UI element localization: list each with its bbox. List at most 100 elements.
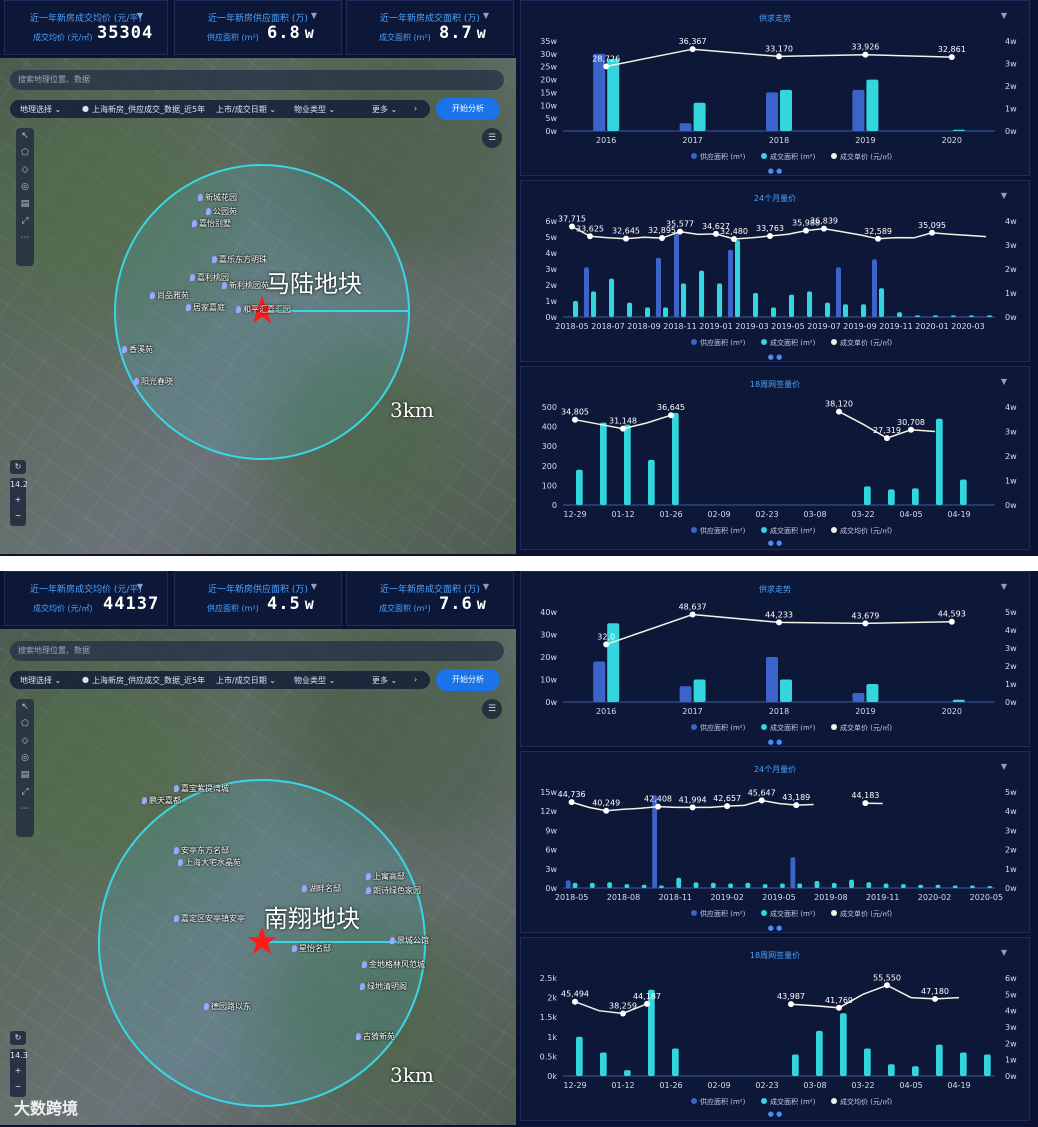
filter-more[interactable]: 更多 ⌄: [372, 105, 398, 114]
poi-marker[interactable]: 景城公馆: [390, 935, 429, 946]
chevron-down-icon[interactable]: ▼: [310, 582, 317, 591]
more-icon[interactable]: ⋯: [20, 233, 30, 243]
chevron-down-icon[interactable]: ▼: [310, 11, 317, 20]
chevron-down-icon[interactable]: ▼: [482, 11, 489, 20]
start-analysis-button[interactable]: 开始分析: [436, 669, 500, 691]
filter-property-type[interactable]: 物业类型 ⌄: [294, 676, 336, 685]
chevron-down-icon[interactable]: ▼: [136, 11, 143, 20]
poi-marker[interactable]: 尚品雅苑: [150, 290, 189, 301]
satellite-map[interactable]: 搜索地理位置、数据 地理选择 ⌄ ● 上海新房_供应成交_数据_近5年 上市/成…: [0, 629, 516, 1125]
y2-tick-label: 2w: [1005, 265, 1017, 274]
y-tick-label: 0w: [545, 698, 557, 707]
price-point: [569, 223, 575, 230]
x-tick-label: 2019-01: [699, 322, 732, 331]
poi-marker[interactable]: 古猗新苑: [356, 1031, 395, 1042]
filter-date[interactable]: 上市/成交日期 ⌄: [216, 105, 276, 114]
filter-geo-select[interactable]: 地理选择 ⌄: [20, 105, 62, 114]
bar-deal: [843, 304, 849, 317]
poi-marker[interactable]: 德园路以东: [204, 1001, 251, 1012]
poi-marker[interactable]: 居家嘉庭: [186, 302, 225, 313]
start-analysis-button[interactable]: 开始分析: [436, 98, 500, 120]
poi-marker[interactable]: 星怡名邸: [292, 943, 331, 954]
search-input[interactable]: 搜索地理位置、数据: [10, 641, 504, 661]
map-icon[interactable]: ▤: [20, 770, 30, 780]
filter-property-type[interactable]: 物业类型 ⌄: [294, 105, 336, 114]
poi-marker[interactable]: 阳光春晓: [134, 376, 173, 387]
poi-marker[interactable]: 朗诗绿色家园: [366, 885, 421, 896]
poi-marker[interactable]: 上寓高邸: [366, 871, 405, 882]
y-tick-label: 1w: [545, 297, 557, 306]
poi-marker[interactable]: 嘉宝紫提湾城: [174, 783, 229, 794]
filter-dataset[interactable]: 上海新房_供应成交_数据_近5年: [92, 676, 206, 685]
layers-icon[interactable]: ☰: [482, 699, 502, 719]
poi-marker[interactable]: 湖畔名邸: [302, 883, 341, 894]
poi-marker[interactable]: 嘉定区安亭镇安亭: [174, 913, 245, 924]
search-input[interactable]: 搜索地理位置、数据: [10, 70, 504, 90]
chevron-down-icon[interactable]: ▼: [1000, 948, 1007, 957]
target-icon[interactable]: ◎: [21, 182, 29, 192]
map-icon[interactable]: ▤: [20, 199, 30, 209]
pagination-dots[interactable]: ● ●: [767, 1110, 783, 1118]
bar-deal: [984, 1054, 991, 1076]
filter-date[interactable]: 上市/成交日期 ⌄: [216, 676, 276, 685]
chevron-down-icon[interactable]: ▼: [1000, 582, 1007, 591]
chevron-down-icon[interactable]: ▼: [1000, 762, 1007, 771]
zoom-out-button[interactable]: −: [14, 511, 22, 520]
pointer-icon[interactable]: ↖: [21, 131, 29, 141]
price-point: [948, 618, 955, 625]
poi-marker[interactable]: 绿地清明阁: [360, 981, 407, 992]
filter-dataset[interactable]: 上海新房_供应成交_数据_近5年: [92, 105, 206, 114]
poi-marker[interactable]: 嘉乐东方明珠: [212, 254, 267, 265]
legend-label: 成交均价 (元/㎡): [840, 526, 892, 535]
filter-more[interactable]: 更多 ⌄: [372, 676, 398, 685]
polygon-icon[interactable]: ⬠: [21, 148, 29, 158]
poi-marker[interactable]: 嘉怡别墅: [192, 218, 231, 229]
poi-marker[interactable]: 嘉利桃园: [190, 272, 229, 283]
plot-star-icon[interactable]: ★: [245, 919, 280, 963]
more-icon[interactable]: ⋯: [20, 804, 30, 814]
price-point: [884, 435, 890, 442]
poi-marker[interactable]: 鹏天嘉都: [142, 795, 181, 806]
satellite-map[interactable]: 搜索地理位置、数据 地理选择 ⌄ ● 上海新房_供应成交_数据_近5年 上市/成…: [0, 58, 516, 554]
pagination-dots[interactable]: ● ●: [767, 924, 783, 932]
y-tick-label: 20w: [540, 653, 557, 662]
y-tick-label: 0w: [545, 884, 557, 893]
chevron-down-icon[interactable]: ▼: [1000, 191, 1007, 200]
filter-geo-select[interactable]: 地理选择 ⌄: [20, 676, 62, 685]
poi-marker[interactable]: 安亭东方名邸: [174, 845, 229, 856]
poi-marker[interactable]: 香溪苑: [122, 344, 153, 355]
poi-marker[interactable]: 新利桃园苑: [222, 280, 269, 291]
price-point: [587, 233, 593, 240]
price-label: 37,715: [558, 214, 586, 223]
bar-deal: [960, 1052, 967, 1076]
chevron-right-icon[interactable]: ›: [414, 675, 418, 684]
refresh-icon[interactable]: ↻: [10, 1031, 26, 1045]
poi-marker[interactable]: 新城花园: [198, 192, 237, 203]
fullscreen-icon[interactable]: ⤢: [21, 787, 29, 797]
poi-marker[interactable]: 金地格林风范城: [362, 959, 425, 970]
chevron-down-icon[interactable]: ▼: [136, 582, 143, 591]
pagination-dots[interactable]: ● ●: [767, 167, 783, 175]
pagination-dots[interactable]: ● ●: [767, 353, 783, 361]
layers-icon[interactable]: ☰: [482, 128, 502, 148]
erase-icon[interactable]: ◇: [21, 165, 29, 175]
polygon-icon[interactable]: ⬠: [21, 719, 29, 729]
price-label: 34,805: [561, 408, 589, 417]
zoom-in-button[interactable]: +: [14, 495, 22, 504]
pointer-icon[interactable]: ↖: [21, 702, 29, 712]
chevron-down-icon[interactable]: ▼: [1000, 11, 1007, 20]
refresh-icon[interactable]: ↻: [10, 460, 26, 474]
chevron-right-icon[interactable]: ›: [414, 104, 418, 113]
zoom-in-button[interactable]: +: [14, 1066, 22, 1075]
poi-marker[interactable]: 和平汇嘉汇园: [236, 304, 291, 315]
zoom-out-button[interactable]: −: [14, 1082, 22, 1091]
fullscreen-icon[interactable]: ⤢: [21, 216, 29, 226]
erase-icon[interactable]: ◇: [21, 736, 29, 746]
target-icon[interactable]: ◎: [21, 753, 29, 763]
pagination-dots[interactable]: ● ●: [767, 539, 783, 547]
chevron-down-icon[interactable]: ▼: [482, 582, 489, 591]
poi-marker[interactable]: 公园苑: [206, 206, 237, 217]
poi-marker[interactable]: 上海大宅水晶苑: [178, 857, 241, 868]
chevron-down-icon[interactable]: ▼: [1000, 377, 1007, 386]
pagination-dots[interactable]: ● ●: [767, 738, 783, 746]
